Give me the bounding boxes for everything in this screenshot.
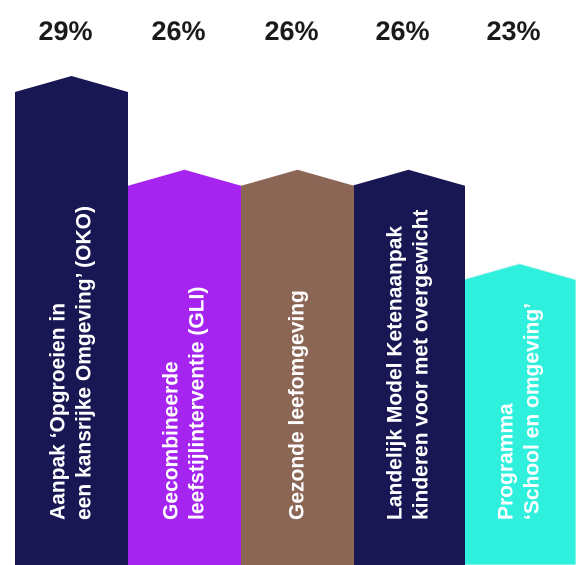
value-label-1: 29% [38, 16, 92, 46]
bar-1 [15, 76, 128, 565]
value-label-3: 26% [264, 16, 318, 46]
category-label-2-line-1: Gecombineerde [160, 361, 183, 520]
bar-3 [241, 169, 354, 565]
category-label-2-line-2: leefstijlinterventie (GLI) [186, 287, 209, 520]
value-label-5: 23% [486, 16, 540, 46]
value-label-4: 26% [375, 16, 429, 46]
bar-4 [352, 169, 465, 565]
bar-5 [462, 263, 576, 565]
value-label-2: 26% [151, 16, 205, 46]
category-label-1-line-2: een kansrijke Omgeving’ (OKO) [73, 206, 96, 520]
category-label-5-line-1: Programma [495, 403, 518, 520]
category-label-3-line-1: Gezonde leefomgeving [286, 290, 309, 520]
category-label-1-line-1: Aanpak ‘Opgroeien in [47, 303, 70, 520]
category-label-5-line-2: ‘School en omgeving’ [521, 303, 544, 520]
category-label-4-line-2: kinderen voor met overgewicht [410, 210, 433, 520]
category-label-4-line-1: Landelijk Model Ketenaanpak [384, 226, 407, 520]
bar-2 [128, 169, 241, 565]
